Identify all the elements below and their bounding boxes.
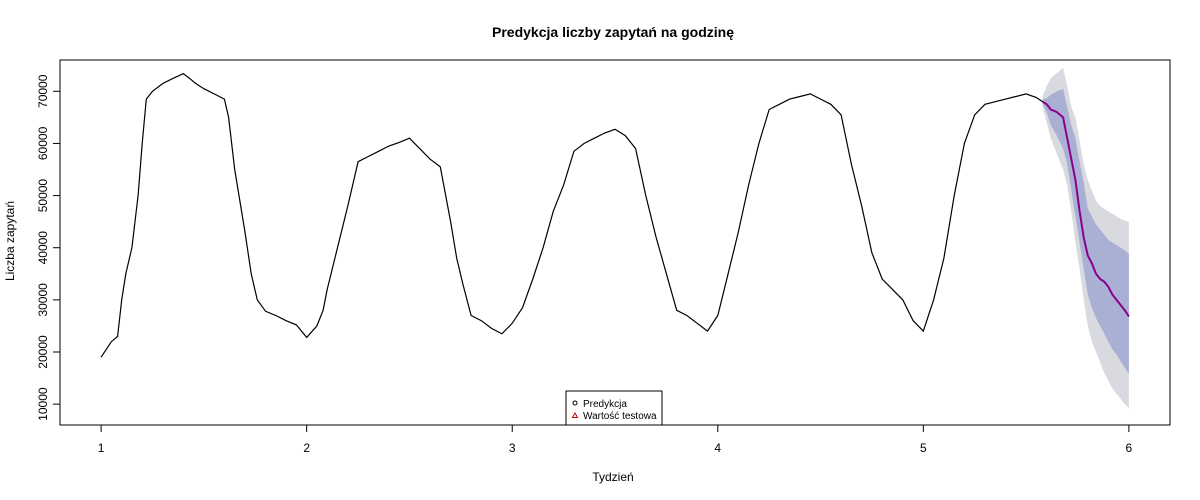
forecast-line — [1042, 100, 1130, 318]
y-axis-label: Liczba zapytań — [3, 201, 17, 281]
band-80 — [1042, 88, 1129, 374]
x-tick-label: 5 — [920, 441, 927, 455]
confidence-bands — [1042, 67, 1129, 409]
legend: Predykcja Wartość testowa — [565, 390, 663, 426]
x-tick-label: 6 — [1126, 441, 1133, 455]
plot-frame — [59, 59, 1171, 426]
history-line — [100, 72, 1043, 358]
x-tick-label: 3 — [509, 441, 516, 455]
legend-label-predykcja: Predykcja — [583, 399, 627, 410]
y-tick-label: 10000 — [36, 387, 50, 421]
legend-marker-wartosc-testowa — [571, 411, 579, 418]
y-tick-label: 60000 — [36, 126, 50, 160]
y-tick-label: 70000 — [36, 74, 50, 108]
legend-marker-predykcja — [572, 400, 578, 406]
series-lines — [100, 72, 1130, 358]
chart-title: Predykcja liczby zapytań na godzinę — [492, 24, 734, 40]
y-tick-label: 30000 — [36, 283, 50, 317]
x-axis: 1 2 3 4 5 6 — [98, 424, 1133, 455]
x-tick-label: 1 — [98, 441, 105, 455]
y-tick-label: 20000 — [36, 335, 50, 369]
y-tick-label: 50000 — [36, 179, 50, 213]
x-tick-label: 4 — [714, 441, 721, 455]
x-axis-label: Tydzień — [592, 470, 633, 484]
x-tick-label: 2 — [303, 441, 310, 455]
y-axis: 10000 20000 30000 40000 50000 60000 70000 — [36, 74, 61, 421]
y-tick-label: 40000 — [36, 231, 50, 265]
legend-label-wartosc-testowa: Wartość testowa — [583, 411, 657, 422]
legend-box — [565, 390, 663, 426]
